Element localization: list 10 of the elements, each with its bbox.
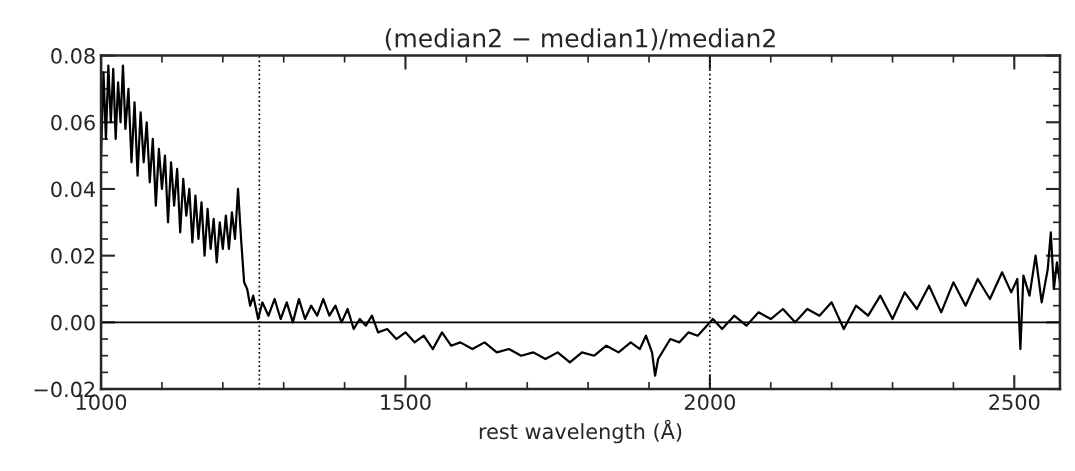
y-tick-label: 0.08 bbox=[51, 48, 95, 64]
y-tick-label: 0.00 bbox=[51, 314, 95, 331]
y-tick-label: 0.02 bbox=[51, 248, 95, 264]
x-tick-label: 1500 bbox=[381, 394, 431, 411]
y-tick-label: 0.06 bbox=[51, 114, 95, 131]
y-tick-label: 0.04 bbox=[51, 181, 96, 198]
x-tick-label: 2000 bbox=[684, 394, 735, 411]
x-axis-title: rest wavelength (Å) bbox=[479, 419, 682, 444]
x-tick-label: 2500 bbox=[989, 394, 1040, 411]
chart-title: (median2 − median1)/median2 bbox=[385, 28, 775, 51]
